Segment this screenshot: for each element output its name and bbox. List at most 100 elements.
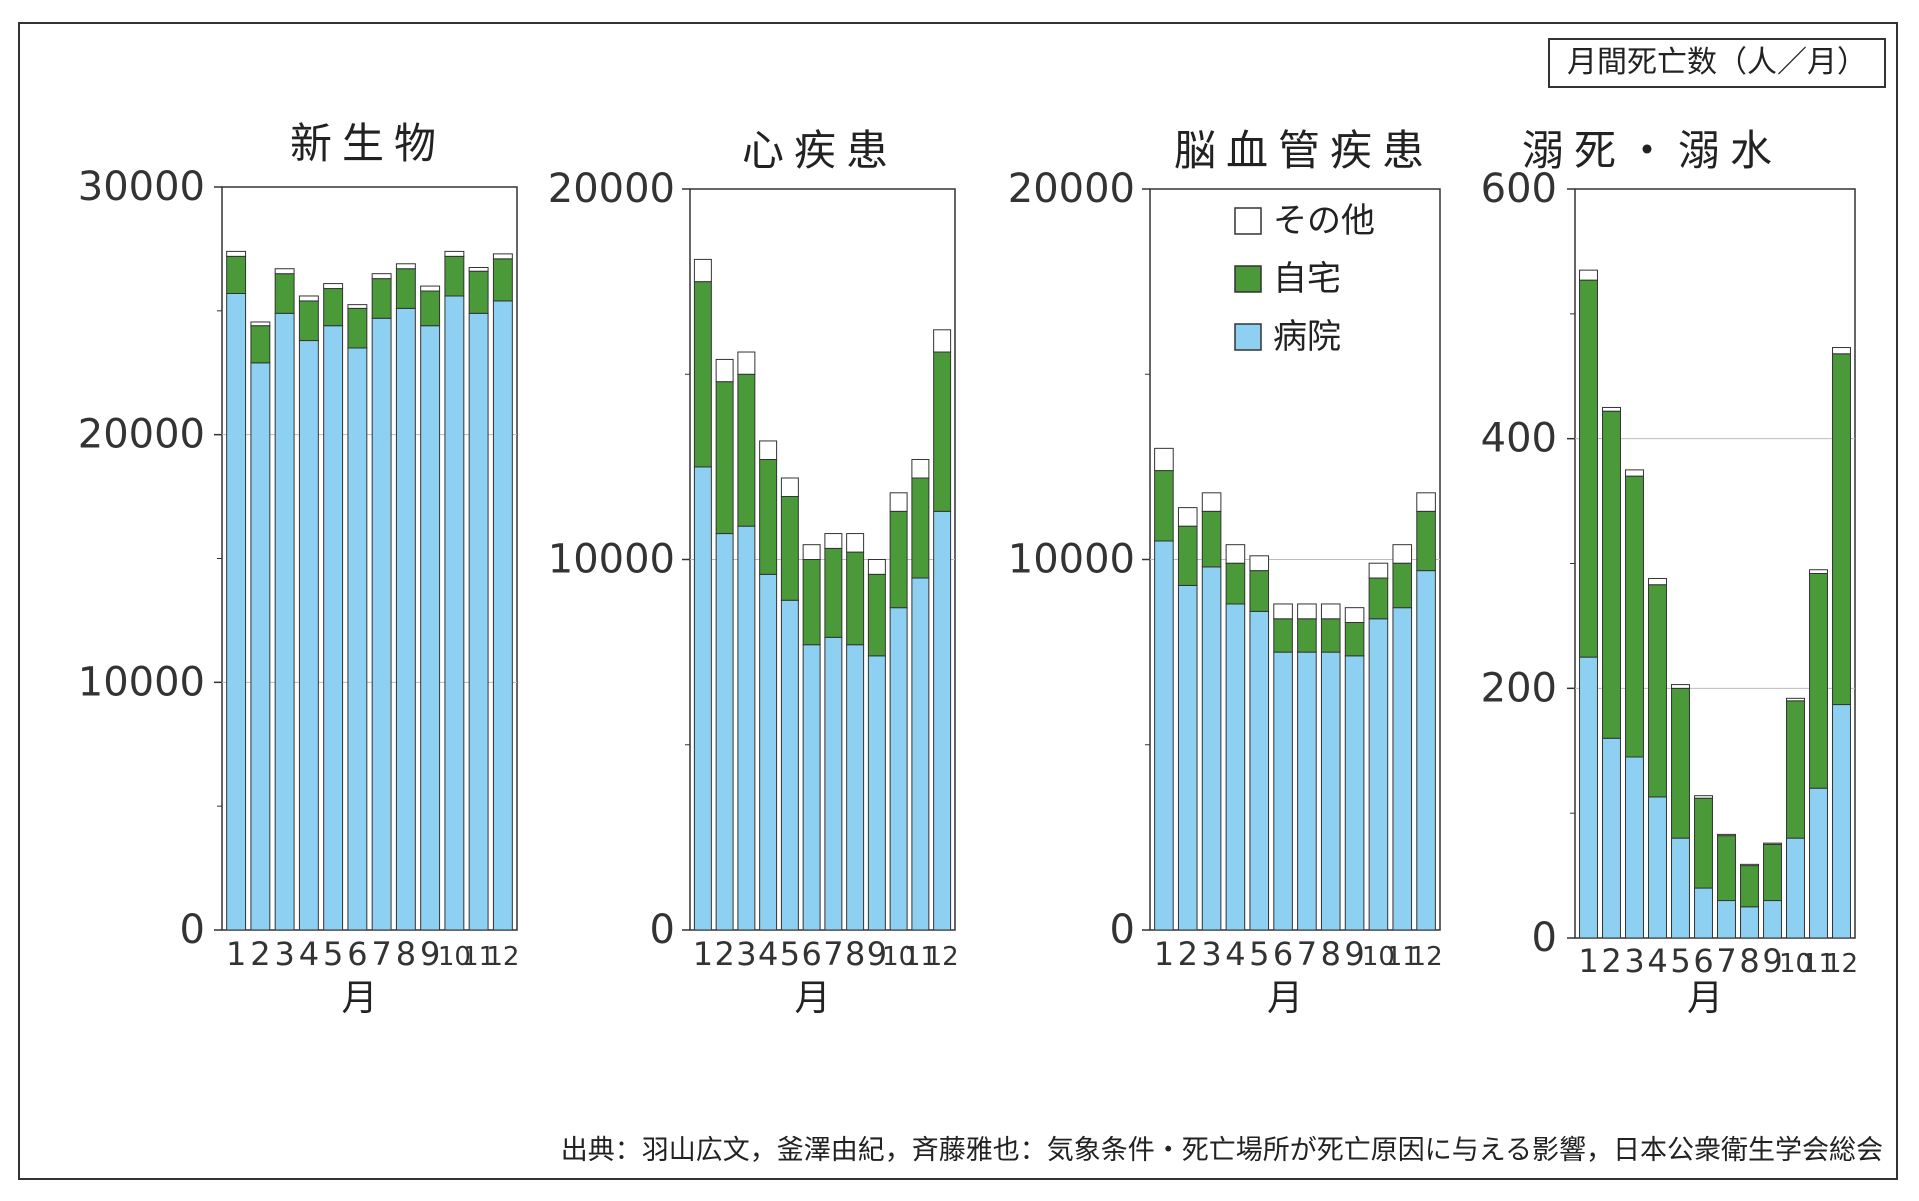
x-axis-label: 月	[794, 978, 830, 1019]
x-tick-label: 2	[1178, 935, 1198, 973]
bar-病院-5	[1249, 610, 1270, 931]
legend-swatch-自宅	[1234, 265, 1262, 293]
bar-病院-6	[347, 347, 368, 931]
bar-その他-11	[468, 266, 489, 272]
bar-自宅-2	[715, 381, 734, 535]
bar-自宅-6	[347, 307, 368, 349]
bar-自宅-5	[323, 288, 344, 327]
bar-病院-7	[371, 317, 392, 931]
bar-その他-5	[780, 477, 799, 498]
bar-その他-12	[1416, 492, 1436, 512]
bar-その他-8	[395, 263, 416, 270]
bar-その他-3	[274, 268, 295, 275]
x-axis-label: 月	[341, 978, 377, 1019]
bar-その他-6	[802, 544, 821, 560]
legend-label: 病院	[1273, 317, 1341, 357]
bar-自宅-7	[1717, 835, 1736, 902]
x-tick-label: 5	[1670, 942, 1690, 980]
legend-swatch-病院	[1234, 323, 1262, 351]
chart-title: 脳血管疾患	[1174, 126, 1434, 175]
bar-病院-2	[1177, 584, 1198, 931]
bar-自宅-3	[274, 273, 295, 314]
x-tick-label: 9	[867, 935, 887, 973]
bar-その他-7	[1717, 833, 1736, 837]
y-tick-label: 0	[1532, 915, 1557, 961]
bar-病院-9	[420, 325, 441, 931]
bar-その他-2	[715, 358, 734, 383]
bar-自宅-4	[1225, 562, 1246, 605]
x-tick-label: 9	[420, 935, 440, 973]
source-citation: 出典：羽山広文，釜澤由紀，斉藤雅也：気象条件・死亡場所が死亡原因に与える影響，日…	[560, 1135, 1883, 1166]
x-tick-label: 5	[323, 935, 343, 973]
x-tick-label: 7	[823, 935, 843, 973]
x-tick-label: 8	[1739, 942, 1759, 980]
bar-その他-10	[1786, 697, 1805, 702]
bar-病院-12	[1832, 704, 1851, 939]
bar-その他-4	[1225, 544, 1246, 564]
x-tick-label: 10	[1362, 942, 1395, 972]
bar-自宅-6	[802, 559, 821, 646]
bar-病院-4	[298, 340, 319, 931]
bar-自宅-11	[1392, 562, 1413, 609]
bar-病院-5	[1671, 837, 1690, 939]
bar-その他-5	[1249, 555, 1270, 572]
x-axis-label: 月	[1687, 978, 1723, 1019]
bar-病院-5	[780, 599, 799, 931]
x-tick-label: 1	[226, 935, 246, 973]
x-tick-label: 6	[347, 935, 367, 973]
y-tick-label: 0	[180, 907, 205, 953]
bar-その他-1	[693, 258, 712, 283]
bar-自宅-12	[492, 258, 513, 302]
bar-その他-3	[1625, 469, 1644, 477]
bar-自宅-11	[1809, 572, 1828, 789]
legend-label: 自宅	[1273, 259, 1341, 299]
y-tick-label: 10000	[548, 537, 675, 583]
bar-病院-2	[715, 533, 734, 931]
bar-自宅-5	[1249, 570, 1270, 612]
x-tick-label: 3	[736, 935, 756, 973]
bar-自宅-2	[250, 325, 271, 364]
x-tick-label: 10	[882, 942, 915, 972]
y-tick-label: 20000	[548, 166, 675, 212]
bar-自宅-2	[1177, 525, 1198, 586]
y-tick-label: 10000	[78, 659, 205, 705]
bar-その他-4	[298, 295, 319, 302]
bar-自宅-9	[1344, 621, 1365, 657]
bar-その他-12	[1832, 347, 1851, 355]
bar-その他-2	[250, 321, 271, 327]
bar-その他-6	[1273, 603, 1293, 620]
y-tick-label: 10000	[1008, 537, 1135, 583]
bar-その他-12	[933, 329, 952, 353]
bar-病院-8	[1740, 906, 1759, 939]
bar-病院-10	[1786, 837, 1805, 939]
bar-自宅-7	[371, 278, 392, 319]
bar-その他-4	[759, 440, 778, 460]
x-tick-label: 8	[1321, 935, 1341, 973]
bar-自宅-5	[1671, 687, 1690, 839]
plot-frame	[221, 186, 518, 931]
bar-自宅-12	[933, 351, 952, 512]
bar-その他-11	[1392, 544, 1413, 564]
bar-自宅-1	[226, 255, 247, 294]
x-tick-label: 10	[1779, 949, 1812, 979]
bar-自宅-3	[1625, 475, 1644, 758]
bar-病院-4	[1648, 796, 1667, 939]
x-tick-label: 1	[1578, 942, 1598, 980]
x-tick-label: 7	[371, 935, 391, 973]
x-axis-label: 月	[1267, 978, 1303, 1019]
x-tick-label: 8	[845, 935, 865, 973]
bar-病院-11	[1392, 607, 1413, 931]
x-tick-label: 9	[1762, 942, 1782, 980]
bar-病院-9	[867, 655, 886, 931]
y-tick-label: 400	[1481, 416, 1557, 462]
x-tick-label: 7	[1716, 942, 1736, 980]
x-tick-label: 12	[1410, 942, 1443, 972]
bar-自宅-4	[759, 458, 778, 575]
bar-病院-12	[492, 300, 513, 931]
bar-その他-10	[1368, 562, 1389, 579]
bar-自宅-10	[1786, 700, 1805, 839]
bar-自宅-8	[395, 268, 416, 309]
bar-その他-6	[1694, 795, 1713, 799]
